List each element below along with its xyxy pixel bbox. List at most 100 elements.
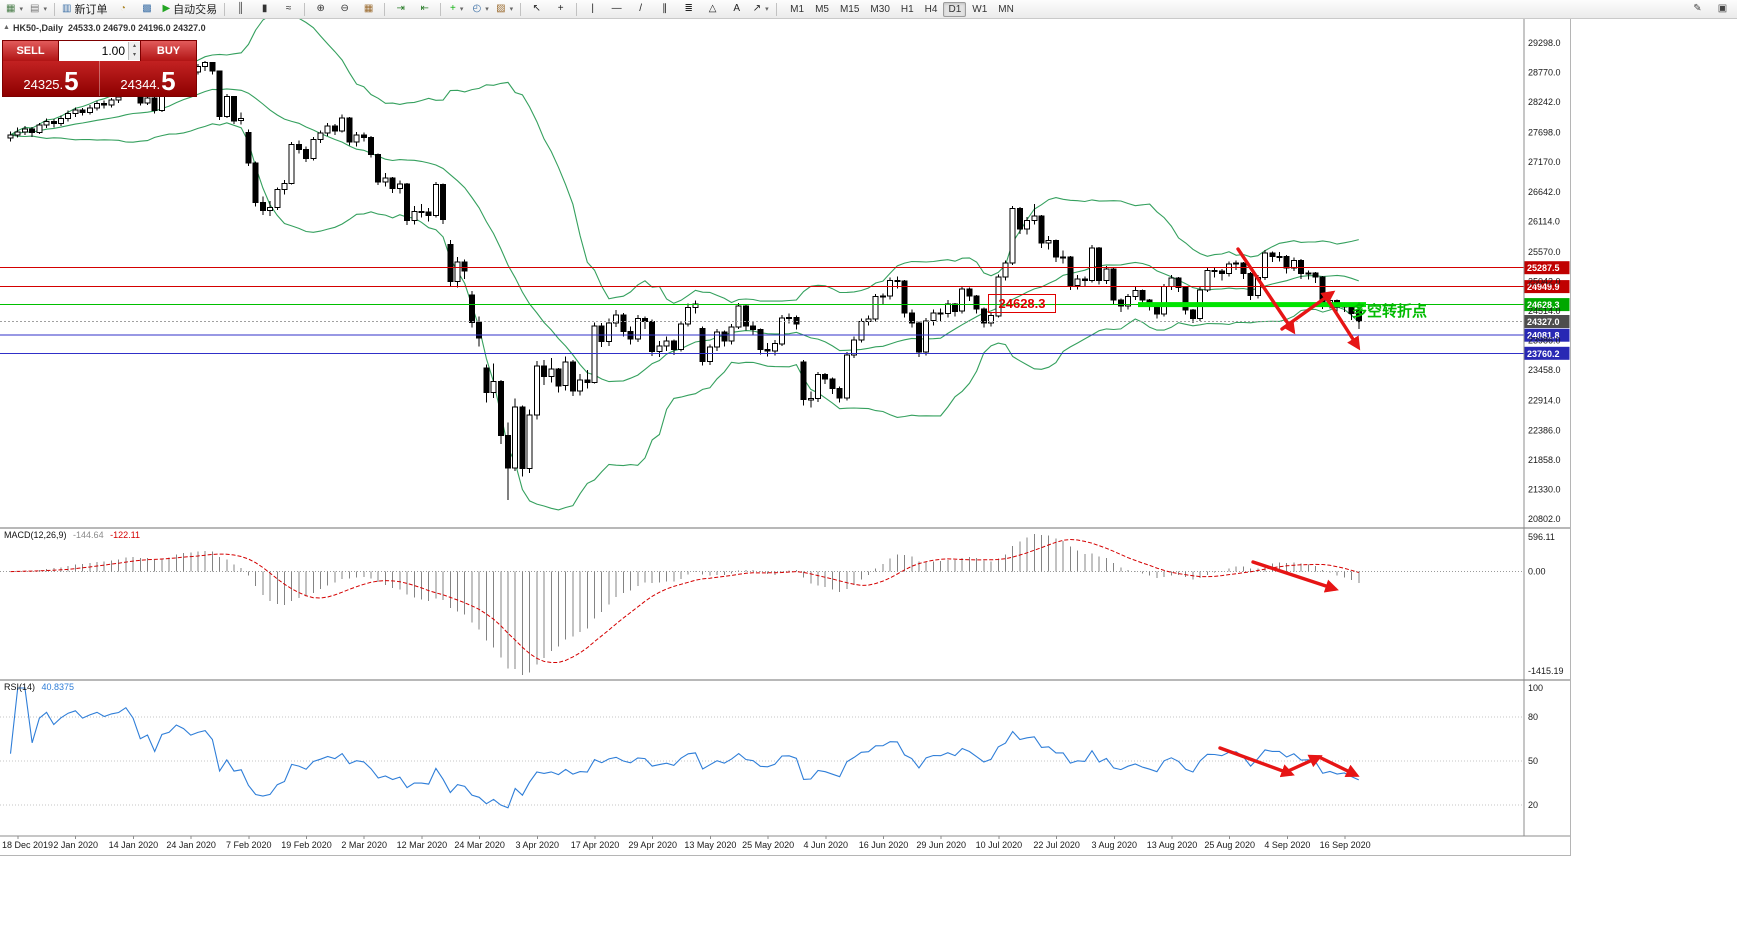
svg-text:21330.0: 21330.0 — [1528, 484, 1561, 494]
templates-caret-icon[interactable]: ▾ — [509, 6, 514, 13]
chart-shift-button[interactable]: ⇤ — [413, 0, 436, 19]
vertical-line-button[interactable]: | — [581, 0, 604, 19]
candle — [641, 318, 648, 322]
timeframe-m1-button[interactable]: M1 — [790, 3, 805, 15]
candle — [274, 189, 281, 209]
navigator-button[interactable]: ▩ — [135, 0, 158, 19]
timeframe-m30-button[interactable]: M30 — [870, 3, 890, 15]
pane-separator[interactable] — [0, 527, 1570, 529]
candle — [267, 207, 274, 211]
volume-field[interactable]: 1.00 ▴ ▾ — [59, 41, 140, 61]
candle — [1132, 290, 1139, 298]
auto-trading-button[interactable]: ▶ 自动交易 — [159, 0, 220, 19]
candle — [973, 295, 980, 310]
periods-caret-icon[interactable]: ▾ — [485, 6, 489, 13]
horizontal-line-icon: — — [611, 3, 622, 14]
candle — [1247, 273, 1254, 297]
timeframe-mn-button[interactable]: MN — [998, 3, 1014, 15]
fibonacci-button[interactable]: ≣ — [677, 0, 700, 19]
arrows-icon: ↗ — [752, 3, 762, 14]
candle — [339, 117, 346, 132]
rsi-arrow[interactable] — [1317, 755, 1360, 777]
line-chart-button[interactable]: ≈ — [277, 0, 300, 19]
candle — [461, 261, 468, 272]
candle — [1218, 270, 1225, 275]
auto-trading-label: 自动交易 — [173, 4, 218, 16]
new-chart-caret-icon[interactable]: ▾ — [19, 6, 23, 13]
crosshair-button[interactable]: + — [549, 0, 572, 19]
layout-grid-button[interactable]: ▣ — [1711, 0, 1734, 19]
candle — [937, 312, 944, 315]
candle — [1139, 290, 1146, 301]
templates-button[interactable]: ▨ ▾ — [493, 0, 516, 19]
candlestick-chart-button[interactable]: ▮ — [253, 0, 276, 19]
market-watch-button[interactable]: ◔ — [111, 0, 134, 19]
candle — [735, 305, 742, 328]
date-label: 4 Sep 2020 — [1264, 840, 1310, 850]
candle — [389, 177, 396, 189]
trendline-button[interactable]: / — [629, 0, 652, 19]
date-label: 29 Jun 2020 — [916, 840, 966, 850]
zoom-out-button[interactable]: ⊖ — [333, 0, 356, 19]
timeframe-w1-button[interactable]: W1 — [972, 3, 988, 15]
trend-arrow[interactable] — [1324, 295, 1361, 351]
sell-price-display[interactable]: 24325. 5 — [3, 61, 99, 96]
indicators-caret-icon[interactable]: ▾ — [459, 6, 464, 13]
candle — [1009, 208, 1016, 264]
edit-pencil-icon: ✎ — [1693, 3, 1702, 14]
rsi-arrow[interactable] — [1284, 754, 1323, 774]
bar-chart-button[interactable]: ║ — [229, 0, 252, 19]
macd-arrow[interactable] — [1251, 560, 1339, 593]
volume-value[interactable]: 1.00 — [101, 44, 125, 58]
timeframe-m5-button[interactable]: M5 — [815, 3, 829, 15]
sell-button[interactable]: SELL — [3, 41, 59, 61]
tile-windows-button[interactable]: ▦ — [357, 0, 380, 19]
candle — [1052, 240, 1059, 258]
price-label-annotation[interactable]: 24628.3 — [988, 294, 1056, 313]
rsi-arrow[interactable] — [1218, 746, 1295, 778]
horizontal-line-button[interactable]: — — [605, 0, 628, 19]
shapes-button[interactable]: △ — [701, 0, 724, 19]
timeframe-m15-button[interactable]: M15 — [839, 3, 860, 15]
timeframe-h1-button[interactable]: H1 — [900, 3, 914, 15]
new-order-button[interactable]: ▥ 新订单 — [59, 0, 110, 19]
timeframe-d1-button[interactable]: D1 — [943, 1, 967, 17]
support-zone-line[interactable] — [1138, 302, 1366, 308]
svg-text:23760.2: 23760.2 — [1527, 349, 1560, 359]
volume-up-icon[interactable]: ▴ — [129, 42, 140, 51]
volume-down-icon[interactable]: ▾ — [129, 51, 140, 60]
turning-point-note[interactable]: 多空转折点 — [1352, 303, 1428, 320]
buy-button[interactable]: BUY — [140, 41, 196, 61]
indicators-button[interactable]: + ▾ — [445, 0, 468, 19]
oneclick-toggle-icon[interactable]: ▲ — [3, 24, 10, 31]
candle — [396, 183, 403, 190]
candle — [930, 312, 937, 322]
new-chart-button[interactable]: ▦ ▾ — [3, 0, 26, 19]
text-button[interactable]: A — [725, 0, 748, 19]
auto-scroll-button[interactable]: ⇥ — [389, 0, 412, 19]
svg-text:20802.0: 20802.0 — [1528, 514, 1561, 524]
periods-button[interactable]: ◴ ▾ — [469, 0, 492, 19]
buy-price-display[interactable]: 24344. 5 — [99, 61, 196, 96]
arrows-caret-icon[interactable]: ▾ — [765, 6, 769, 13]
channel-button[interactable]: ∥ — [653, 0, 676, 19]
arrows-button[interactable]: ↗ ▾ — [749, 0, 772, 19]
cursor-button[interactable]: ↖ — [525, 0, 548, 19]
profiles-caret-icon[interactable]: ▾ — [43, 6, 47, 13]
svg-text:21858.0: 21858.0 — [1528, 455, 1561, 465]
candle — [887, 279, 894, 297]
chart-canvas[interactable]: 25287.5 24949.9 24628.3 24327.0 24081.8 23760… — [0, 19, 1570, 855]
profiles-button[interactable]: ▤ ▾ — [27, 0, 50, 19]
pane-separator[interactable] — [0, 679, 1570, 681]
zoom-in-button[interactable]: ⊕ — [309, 0, 332, 19]
candle — [649, 320, 656, 353]
edit-pencil-button[interactable]: ✎ — [1686, 0, 1709, 19]
trend-arrow[interactable] — [1280, 290, 1336, 331]
candle — [988, 315, 995, 324]
rsi-name: RSI(14) — [4, 682, 36, 692]
trend-arrow[interactable] — [1236, 247, 1296, 335]
timeframe-h4-button[interactable]: H4 — [924, 3, 938, 15]
chart-window[interactable]: 25287.5 24949.9 24628.3 24327.0 24081.8 23760… — [0, 19, 1571, 856]
tile-windows-icon: ▦ — [363, 3, 374, 14]
layout-grid-icon: ▣ — [1717, 3, 1728, 14]
